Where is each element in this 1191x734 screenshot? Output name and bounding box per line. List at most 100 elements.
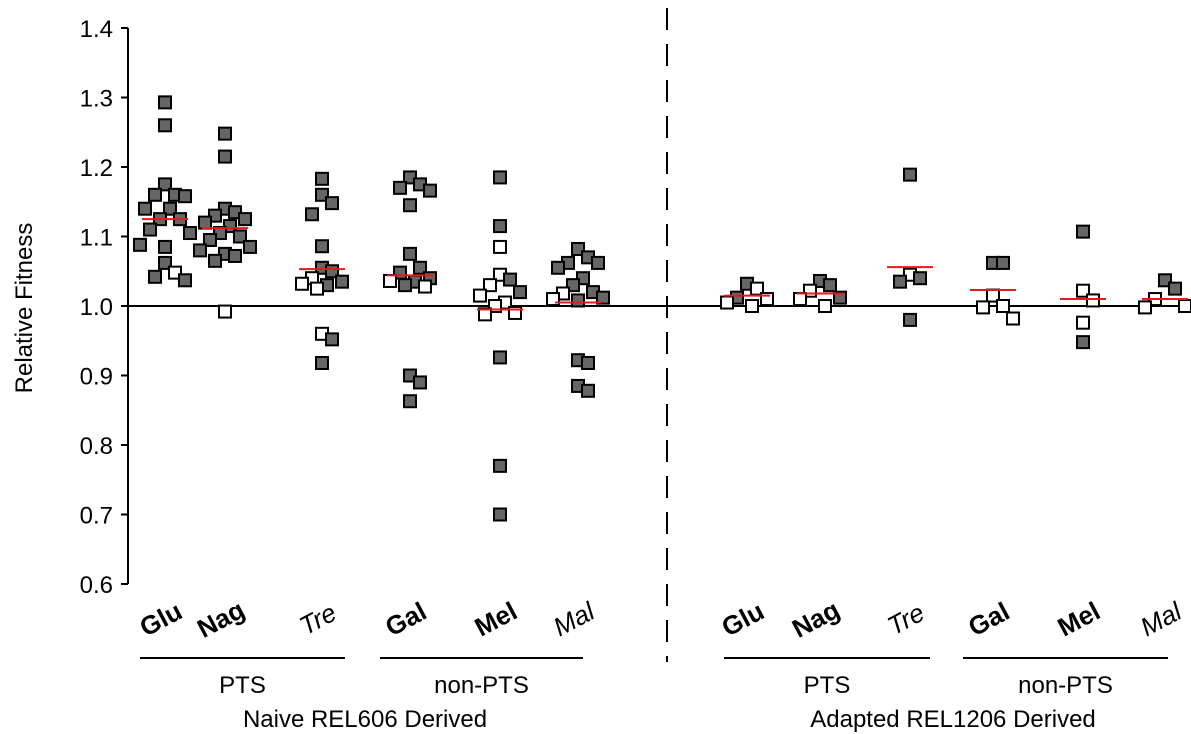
data-point-filled bbox=[493, 458, 507, 473]
group-label: PTS bbox=[219, 672, 266, 699]
category-label: Gal bbox=[380, 596, 431, 642]
category-label: Mel bbox=[1053, 596, 1105, 643]
data-point-filled bbox=[198, 215, 212, 230]
data-point-open bbox=[745, 299, 759, 313]
data-point-filled bbox=[493, 170, 507, 185]
data-point-filled bbox=[315, 171, 329, 186]
data-point-filled bbox=[178, 189, 192, 204]
data-point-filled bbox=[581, 383, 595, 398]
data-point-open bbox=[1076, 315, 1090, 330]
y-tick-label: 0.6 bbox=[80, 572, 113, 599]
data-point-filled bbox=[208, 253, 222, 268]
y-tick-label: 1.2 bbox=[80, 155, 113, 182]
panel-title: Naive REL606 Derived bbox=[243, 706, 487, 733]
data-point-filled bbox=[315, 239, 329, 254]
data-point-filled bbox=[325, 196, 339, 211]
y-tick-label: 0.7 bbox=[80, 503, 113, 530]
data-point-filled bbox=[138, 201, 152, 216]
group-label: non-PTS bbox=[434, 672, 529, 699]
data-point-filled bbox=[393, 180, 407, 195]
data-point-filled bbox=[243, 239, 257, 254]
data-point-filled bbox=[893, 274, 907, 289]
data-point-open bbox=[383, 273, 397, 288]
data-point-filled bbox=[833, 290, 847, 305]
data-point-filled bbox=[183, 226, 197, 241]
category-label: Mal bbox=[1135, 595, 1187, 642]
data-point-filled bbox=[148, 187, 162, 202]
data-point-open bbox=[218, 304, 232, 319]
data-point-filled bbox=[163, 201, 177, 216]
data-point-filled bbox=[398, 278, 412, 293]
data-point-filled bbox=[158, 239, 172, 254]
data-point-filled bbox=[158, 177, 172, 192]
data-point-open bbox=[818, 299, 832, 313]
data-point-filled bbox=[903, 167, 917, 182]
data-point-open bbox=[478, 307, 492, 322]
data-point-filled bbox=[203, 232, 217, 247]
y-tick-label: 0.8 bbox=[80, 433, 113, 460]
category-label: Tre bbox=[294, 597, 341, 641]
data-point-filled bbox=[591, 255, 605, 270]
data-point-filled bbox=[325, 332, 339, 347]
data-point-filled bbox=[178, 273, 192, 288]
data-point-filled bbox=[823, 278, 837, 293]
data-point-filled bbox=[513, 285, 527, 300]
data-point-open bbox=[720, 295, 734, 310]
data-point-filled bbox=[193, 243, 207, 258]
data-point-filled bbox=[403, 246, 417, 261]
y-tick-label: 1.1 bbox=[80, 225, 113, 252]
data-point-open bbox=[996, 299, 1010, 313]
category-label: Glu bbox=[717, 596, 769, 643]
data-point-filled bbox=[551, 260, 565, 275]
category-label: Gal bbox=[963, 596, 1014, 642]
data-point-filled bbox=[1168, 281, 1182, 296]
data-point-filled bbox=[238, 212, 252, 227]
data-point-filled bbox=[218, 126, 232, 141]
data-point-filled bbox=[403, 394, 417, 409]
data-point-filled bbox=[335, 274, 349, 289]
data-point-filled bbox=[315, 355, 329, 370]
data-point-filled bbox=[158, 118, 172, 133]
y-axis: 0.6 0.7 0.8 0.9 1.0 1.1 1.2 1.3 1.4 bbox=[80, 8, 1191, 662]
data-point-filled bbox=[233, 229, 247, 244]
y-tick-label: 0.9 bbox=[80, 364, 113, 391]
data-point-filled bbox=[143, 222, 157, 237]
data-point-filled bbox=[158, 95, 172, 110]
data-point-open bbox=[1086, 293, 1100, 308]
data-point-filled bbox=[305, 207, 319, 222]
data-point-filled bbox=[996, 255, 1010, 270]
data-point-filled bbox=[571, 293, 585, 308]
y-tick-label: 1.3 bbox=[80, 86, 113, 113]
category-label: Nag bbox=[192, 594, 249, 644]
category-label: Tre bbox=[882, 597, 929, 641]
data-point-filled bbox=[493, 350, 507, 365]
data-point-open bbox=[483, 278, 497, 293]
data-point-open bbox=[493, 239, 507, 254]
y-axis-label: Relative Fitness bbox=[11, 223, 38, 394]
data-point-open bbox=[1006, 311, 1020, 326]
data-points bbox=[133, 95, 1191, 522]
y-tick-label: 1.4 bbox=[80, 16, 113, 43]
data-point-open bbox=[1138, 300, 1152, 315]
category-label: Glu bbox=[135, 596, 187, 643]
data-point-filled bbox=[1076, 335, 1090, 350]
data-point-filled bbox=[133, 237, 147, 252]
data-point-open bbox=[976, 300, 990, 315]
data-point-filled bbox=[413, 260, 427, 275]
data-point-open bbox=[418, 279, 432, 294]
category-label: Mel bbox=[470, 596, 522, 643]
category-label: Nag bbox=[787, 594, 844, 644]
panel-title: Adapted REL1206 Derived bbox=[810, 706, 1096, 733]
group-label: non-PTS bbox=[1018, 672, 1113, 699]
data-point-filled bbox=[596, 290, 610, 305]
data-point-filled bbox=[493, 219, 507, 234]
data-point-filled bbox=[913, 271, 927, 286]
y-tick-label: 1.0 bbox=[80, 294, 113, 321]
group-label: PTS bbox=[804, 672, 851, 699]
data-point-filled bbox=[503, 272, 517, 287]
data-point-open bbox=[295, 276, 309, 291]
data-point-filled bbox=[413, 375, 427, 390]
data-point-filled bbox=[228, 248, 242, 263]
